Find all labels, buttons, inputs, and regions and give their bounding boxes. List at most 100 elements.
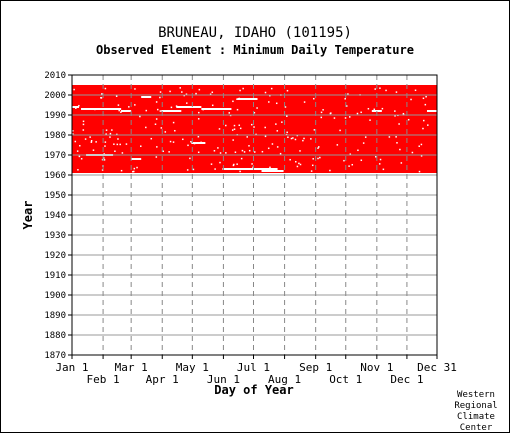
missing-day-mark	[195, 92, 197, 95]
missing-day-mark	[103, 153, 105, 155]
x-tick-label: Dec 31	[417, 361, 457, 374]
missing-day-mark	[109, 132, 112, 135]
missing-day-mark	[274, 168, 276, 171]
missing-day-mark	[200, 141, 202, 144]
missing-day-mark	[344, 117, 347, 119]
missing-day-mark	[90, 140, 93, 142]
missing-day-mark	[264, 135, 267, 138]
observed-layer	[72, 85, 437, 173]
missing-day-mark	[159, 96, 161, 99]
credit-line: Regional	[454, 401, 498, 411]
missing-day-mark	[225, 152, 227, 154]
missing-day-mark	[228, 112, 231, 114]
missing-day-mark	[319, 156, 321, 159]
missing-day-mark	[117, 138, 119, 140]
y-tick-label: 1970	[44, 151, 66, 161]
y-tick-layer: 1870 1880 1890 1900 1910 1920 1930 1940 1950 1960…	[44, 71, 72, 361]
missing-day-mark	[179, 87, 181, 89]
missing-day-mark	[396, 142, 398, 144]
missing-day-mark	[82, 129, 85, 131]
missing-day-mark	[77, 169, 79, 171]
missing-day-mark	[269, 166, 271, 169]
missing-day-mark	[119, 143, 121, 146]
missing-day-mark	[120, 110, 123, 112]
missing-day-mark	[369, 119, 371, 121]
missing-data-segment	[81, 108, 122, 110]
missing-day-mark	[175, 105, 178, 107]
missing-day-mark	[310, 170, 313, 172]
missing-day-mark	[101, 93, 103, 95]
missing-day-mark	[261, 150, 264, 153]
missing-day-mark	[218, 128, 221, 130]
missing-day-mark	[322, 109, 324, 111]
missing-day-mark	[379, 87, 381, 89]
x-tick-label: Jan 1	[55, 361, 88, 374]
missing-data-segment	[261, 170, 284, 172]
missing-day-mark	[120, 169, 123, 172]
missing-day-mark	[395, 136, 397, 138]
missing-day-mark	[362, 142, 365, 144]
missing-day-mark	[333, 117, 336, 119]
missing-day-mark	[145, 126, 147, 129]
missing-day-mark	[80, 158, 83, 160]
missing-data-segment	[141, 96, 152, 98]
missing-day-mark	[264, 126, 266, 129]
missing-day-mark	[84, 138, 87, 140]
missing-day-mark	[76, 150, 79, 152]
missing-data-segment	[426, 110, 437, 112]
missing-day-mark	[414, 89, 417, 92]
y-tick-label: 1870	[44, 351, 66, 361]
missing-day-mark	[240, 98, 242, 100]
chart-subtitle: Observed Element : Minimum Daily Tempera…	[96, 43, 414, 57]
missing-day-mark	[367, 107, 370, 110]
missing-day-mark	[239, 127, 242, 130]
missing-day-mark	[72, 133, 74, 135]
missing-day-mark	[348, 116, 351, 118]
y-tick-label: 1930	[44, 231, 66, 241]
missing-day-mark	[251, 163, 253, 165]
missing-day-mark	[349, 153, 352, 155]
missing-data-segment	[72, 106, 80, 108]
missing-day-mark	[193, 142, 196, 145]
missing-day-mark	[395, 91, 398, 93]
missing-day-mark	[134, 104, 136, 106]
missing-day-mark	[418, 145, 420, 147]
missing-day-mark	[211, 104, 214, 107]
missing-day-mark	[373, 108, 376, 111]
missing-day-mark	[364, 136, 367, 138]
missing-day-mark	[271, 143, 274, 145]
missing-day-mark	[109, 136, 111, 138]
chart-title: BRUNEAU, IDAHO (101195)	[158, 25, 352, 41]
missing-day-mark	[236, 98, 238, 100]
missing-day-mark	[360, 111, 362, 114]
missing-day-mark	[170, 106, 173, 109]
missing-day-mark	[394, 110, 396, 112]
missing-day-mark	[236, 163, 238, 165]
missing-day-mark	[302, 139, 304, 142]
missing-day-mark	[382, 168, 385, 171]
missing-day-mark	[238, 124, 241, 127]
credit-block: Western Regional Climate Center	[452, 390, 500, 434]
missing-day-mark	[374, 88, 376, 90]
missing-day-mark	[385, 89, 387, 92]
x-tick-layer: Jan 1 Mar 1 May 1 Jul 1 Sep 1 Nov 1 Dec 31 Feb …	[55, 355, 457, 386]
missing-day-mark	[211, 91, 214, 94]
y-tick-label: 1960	[44, 171, 66, 181]
missing-data-segment	[161, 110, 182, 112]
missing-day-mark	[104, 145, 106, 147]
missing-day-mark	[423, 119, 425, 122]
missing-day-mark	[239, 170, 241, 173]
missing-day-mark	[232, 164, 235, 167]
missing-day-mark	[375, 156, 377, 158]
missing-day-mark	[162, 150, 164, 153]
missing-day-mark	[105, 129, 108, 131]
missing-day-mark	[240, 157, 243, 160]
missing-data-segment	[191, 142, 206, 144]
missing-day-mark	[286, 89, 289, 92]
missing-day-mark	[410, 98, 412, 101]
missing-day-mark	[214, 168, 216, 170]
missing-day-mark	[320, 116, 323, 119]
x-tick-label: Sep 1	[299, 361, 332, 374]
missing-day-mark	[169, 90, 171, 93]
